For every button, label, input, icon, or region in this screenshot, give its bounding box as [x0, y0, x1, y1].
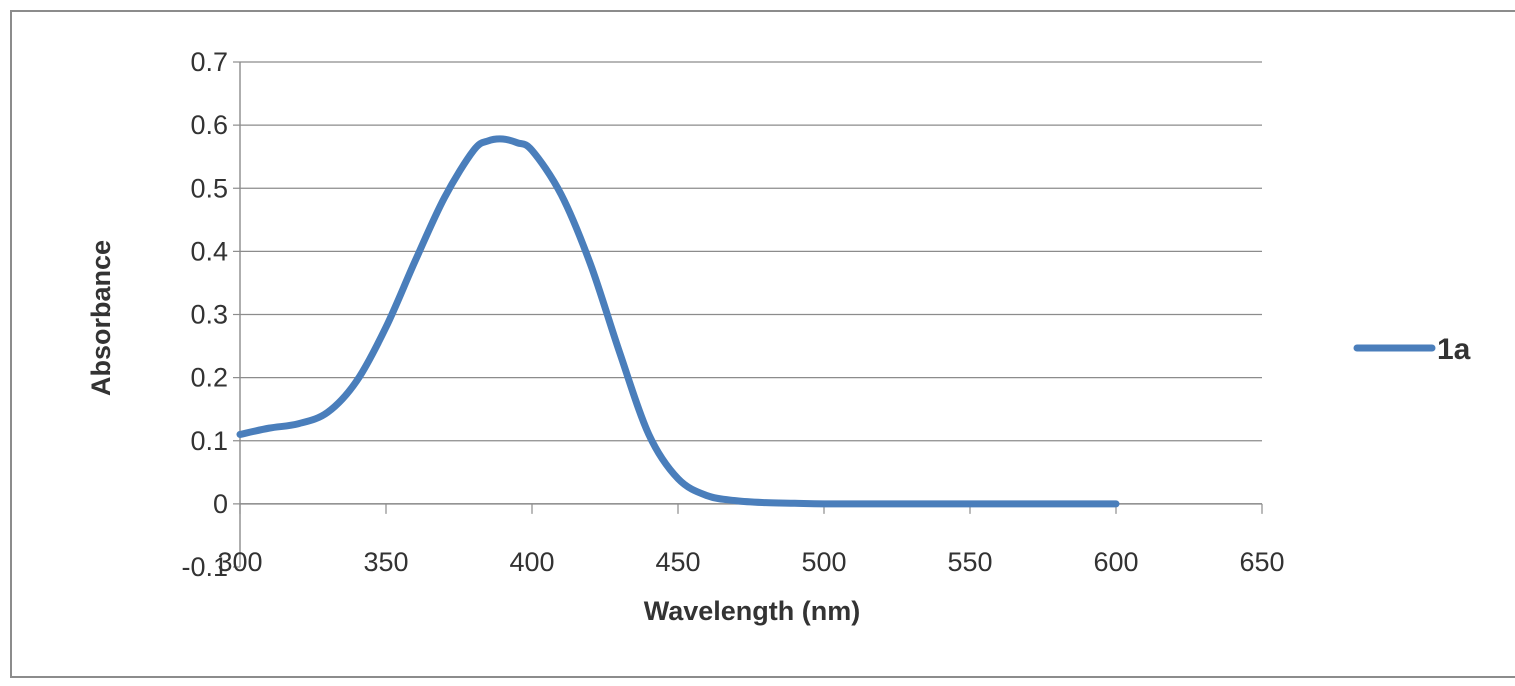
y-tick-label-8: 0.7: [190, 47, 228, 77]
x-tick-label-4: 500: [801, 547, 846, 577]
y-tick-label-3: 0.2: [190, 363, 228, 393]
y-tick-label-5: 0.4: [190, 236, 228, 266]
y-tick-label-4: 0.3: [190, 300, 228, 330]
x-axis-title: Wavelength (nm): [644, 596, 861, 626]
x-tick-label-6: 600: [1093, 547, 1138, 577]
y-axis-title: Absorbance: [86, 240, 116, 396]
tick-labels: -0.1 0 0.1 0.2 0.3 0.4 0.5 0.6 0.7 300 350 400 450 50…: [181, 47, 1284, 582]
x-tick-label-0: 300: [217, 547, 262, 577]
x-tick-label-2: 400: [509, 547, 554, 577]
y-tick-label-7: 0.6: [190, 110, 228, 140]
x-tick-label-3: 450: [655, 547, 700, 577]
y-tick-label-6: 0.5: [190, 173, 228, 203]
legend-label-1a: 1a: [1437, 333, 1471, 366]
y-tick-label-0: -0.1: [181, 552, 228, 582]
x-tick-label-5: 550: [947, 547, 992, 577]
y-tick-label-1: 0: [213, 489, 228, 519]
legend: 1a: [1353, 333, 1471, 366]
x-tick-label-7: 650: [1239, 547, 1284, 577]
series-lines: [236, 135, 1120, 508]
x-tick-label-1: 350: [363, 547, 408, 577]
y-tick-label-2: 0.1: [190, 426, 228, 456]
grid-lines: [240, 61, 1262, 505]
series-line-1a: [236, 135, 1120, 508]
chart-area: [10, 10, 1515, 678]
